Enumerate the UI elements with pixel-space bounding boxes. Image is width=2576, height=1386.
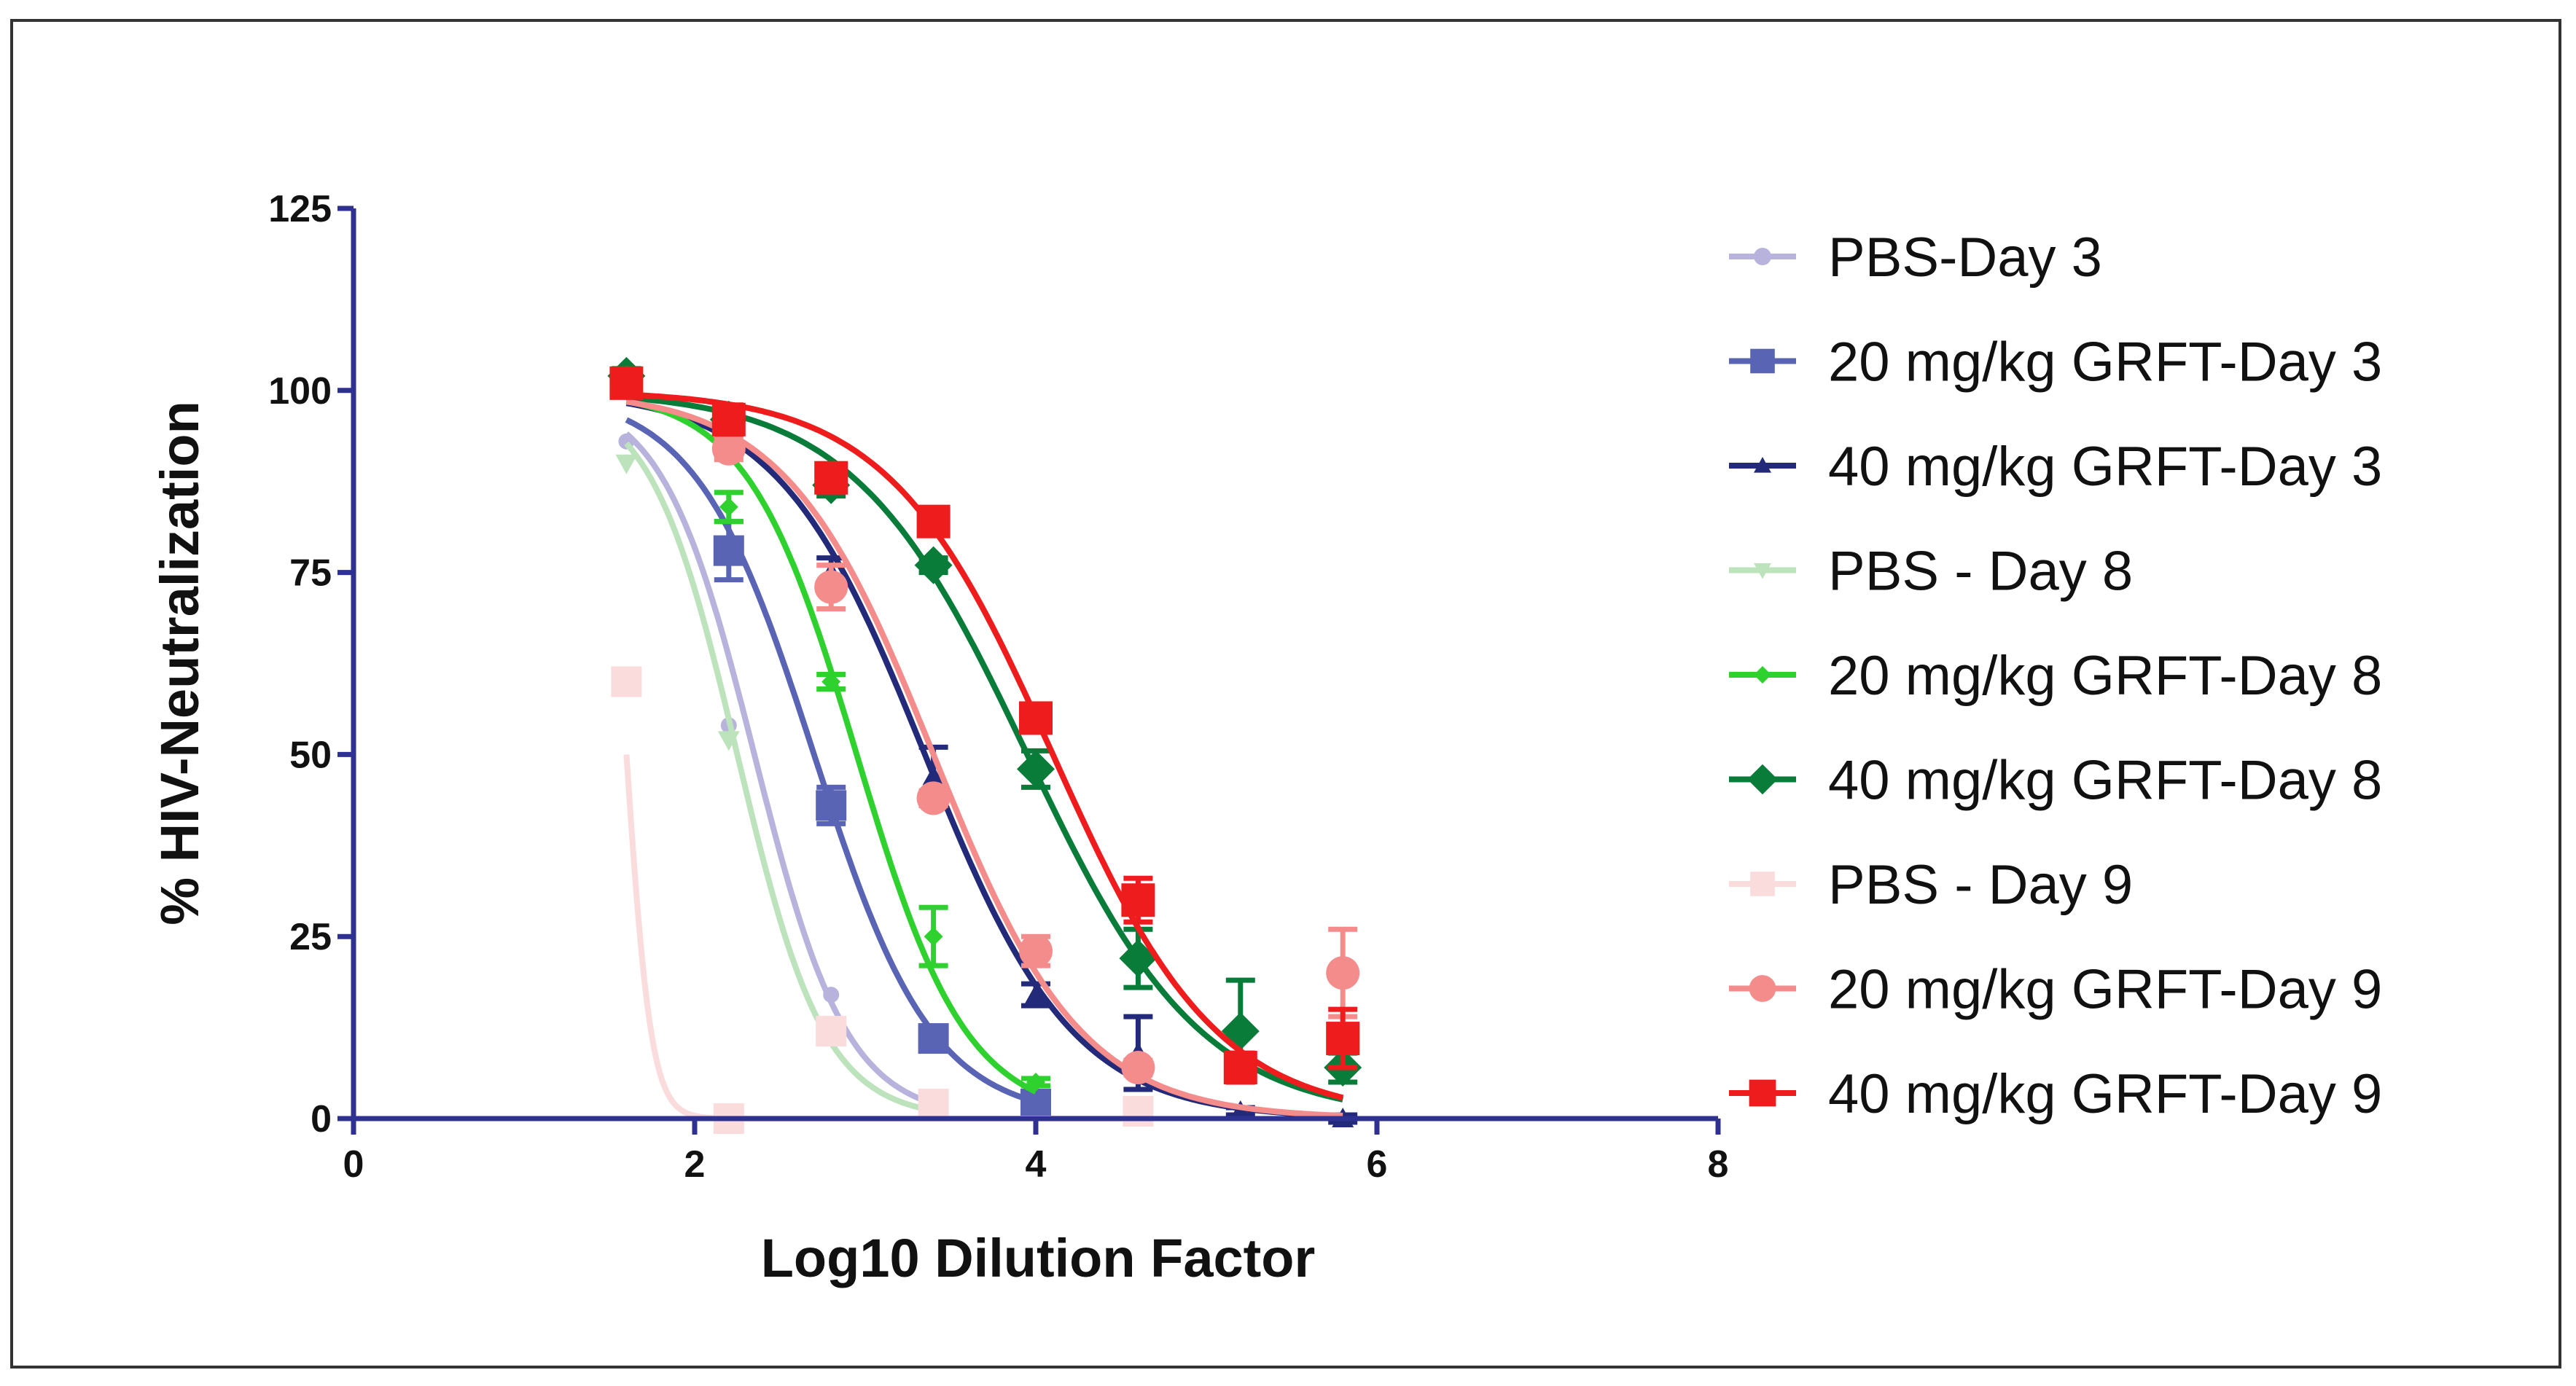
legend-item: 20 mg/kg GRFT-Day 8 bbox=[1729, 645, 2382, 707]
y-tick-label: 100 bbox=[268, 370, 332, 412]
data-point bbox=[916, 781, 951, 815]
fit-curve bbox=[625, 399, 1343, 1119]
data-point bbox=[816, 1016, 847, 1047]
data-point bbox=[711, 431, 746, 466]
plot-area bbox=[607, 356, 1362, 1134]
data-point bbox=[916, 504, 951, 539]
legend-label: 40 mg/kg GRFT-Day 8 bbox=[1828, 750, 2382, 812]
data-point bbox=[914, 546, 953, 584]
data-point bbox=[924, 927, 943, 947]
data-point bbox=[1025, 984, 1047, 1004]
data-point bbox=[713, 535, 744, 566]
legend-item: PBS-Day 3 bbox=[1729, 227, 2102, 289]
legend: PBS-Day 3 20 mg/kg GRFT-Day 3 40 mg/kg GRF… bbox=[1729, 227, 2382, 1125]
data-point bbox=[1019, 934, 1053, 968]
data-point bbox=[615, 454, 638, 474]
legend-label: PBS - Day 9 bbox=[1828, 854, 2133, 916]
data-point bbox=[918, 1023, 949, 1054]
data-point bbox=[823, 987, 840, 1003]
legend-label: 20 mg/kg GRFT-Day 8 bbox=[1828, 645, 2382, 707]
data-point bbox=[1326, 956, 1360, 990]
legend-marker bbox=[1754, 457, 1771, 473]
data-point bbox=[922, 765, 945, 786]
y-tick-label: 75 bbox=[289, 552, 332, 595]
y-tick-label: 125 bbox=[268, 188, 332, 230]
legend-label: 40 mg/kg GRFT-Day 9 bbox=[1828, 1063, 2382, 1125]
data-point bbox=[1020, 1089, 1051, 1120]
series-3 bbox=[612, 372, 1358, 1127]
data-point bbox=[1026, 1073, 1045, 1092]
x-tick-label: 6 bbox=[1367, 1143, 1388, 1186]
series-5 bbox=[612, 373, 1050, 1095]
data-point bbox=[814, 461, 848, 495]
legend-item: 40 mg/kg GRFT-Day 9 bbox=[1729, 1063, 2382, 1125]
data-point bbox=[1123, 1096, 1154, 1127]
data-point bbox=[1017, 750, 1055, 788]
legend-item: PBS - Day 9 bbox=[1729, 854, 2133, 916]
series-6 bbox=[607, 356, 1362, 1103]
legend-item: 20 mg/kg GRFT-Day 9 bbox=[1729, 959, 2382, 1021]
x-axis-title: Log10 Dilution Factor bbox=[761, 1228, 1316, 1288]
legend-label: 40 mg/kg GRFT-Day 3 bbox=[1828, 436, 2382, 498]
data-point bbox=[1326, 1022, 1360, 1056]
legend-marker bbox=[1750, 348, 1775, 374]
data-point bbox=[814, 570, 848, 604]
axes: 0 25 50 75 100 125 0 2 4 6 8 bbox=[268, 188, 1728, 1186]
series-4 bbox=[615, 441, 945, 1116]
data-point bbox=[1121, 883, 1155, 917]
x-tick-label: 8 bbox=[1708, 1143, 1729, 1186]
x-tick-label: 0 bbox=[343, 1143, 364, 1186]
series-8 bbox=[609, 366, 1360, 1119]
legend-item: 40 mg/kg GRFT-Day 3 bbox=[1729, 436, 2382, 498]
y-axis-title: % HIV-Neutralization bbox=[149, 401, 210, 925]
fit-curve bbox=[624, 431, 934, 1107]
legend-label: PBS - Day 8 bbox=[1828, 541, 2133, 603]
legend-marker bbox=[1749, 1079, 1776, 1107]
data-point bbox=[1229, 1100, 1252, 1121]
chart-frame bbox=[10, 19, 2561, 1369]
data-point bbox=[719, 497, 738, 517]
data-point bbox=[918, 1089, 949, 1120]
legend-marker bbox=[1754, 563, 1771, 579]
data-point bbox=[1223, 1051, 1257, 1085]
data-point bbox=[1121, 1051, 1155, 1085]
y-tick-label: 0 bbox=[311, 1098, 332, 1140]
data-point bbox=[717, 731, 740, 751]
legend-label: 20 mg/kg GRFT-Day 9 bbox=[1828, 959, 2382, 1021]
legend-marker bbox=[1754, 666, 1771, 684]
legend-item: PBS - Day 8 bbox=[1729, 541, 2133, 603]
legend-marker bbox=[1749, 975, 1776, 1002]
legend-item: 40 mg/kg GRFT-Day 8 bbox=[1729, 750, 2382, 812]
legend-label: 20 mg/kg GRFT-Day 3 bbox=[1828, 332, 2382, 394]
legend-marker bbox=[1747, 764, 1778, 795]
fit-curve bbox=[625, 398, 1037, 1095]
x-tick-label: 4 bbox=[1026, 1143, 1047, 1186]
fit-curve bbox=[626, 391, 1344, 1101]
series-7 bbox=[611, 666, 1154, 1134]
data-point bbox=[821, 672, 841, 692]
legend-marker bbox=[1754, 248, 1771, 265]
legend-item: 20 mg/kg GRFT-Day 3 bbox=[1729, 332, 2382, 394]
data-point bbox=[711, 402, 746, 436]
data-point bbox=[816, 790, 847, 821]
data-point bbox=[611, 666, 642, 697]
legend-marker bbox=[1750, 872, 1775, 896]
x-tick-label: 2 bbox=[684, 1143, 706, 1186]
legend-label: PBS-Day 3 bbox=[1828, 227, 2102, 289]
y-tick-label: 25 bbox=[289, 916, 332, 958]
data-point bbox=[609, 366, 644, 400]
series-9 bbox=[609, 366, 1360, 1101]
y-tick-label: 50 bbox=[289, 734, 332, 776]
fit-curve bbox=[624, 441, 934, 1113]
data-point bbox=[1019, 701, 1053, 735]
data-point bbox=[1221, 1012, 1260, 1051]
